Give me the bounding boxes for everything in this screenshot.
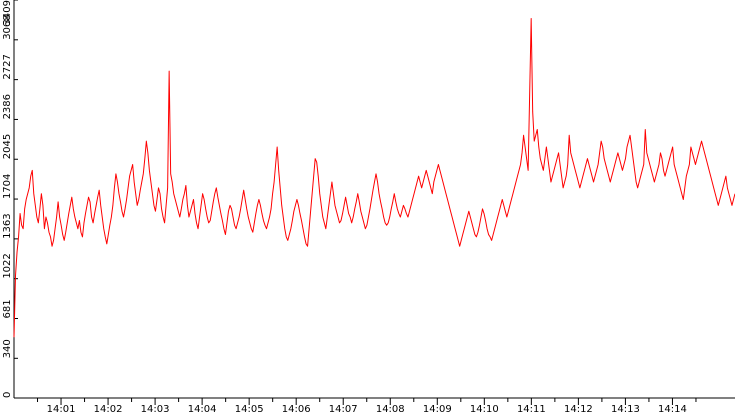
x-tick-label: 14:07: [329, 404, 358, 415]
x-tick-label: 14:14: [658, 404, 687, 415]
x-tick-label: 14:11: [517, 404, 546, 415]
x-tick-label: 14:12: [564, 404, 593, 415]
series-line-0: [13, 18, 735, 338]
x-tick-label: 14:05: [235, 404, 264, 415]
x-axis-ticks: 14:01 14:02 14:03 14:04 14:05 14:06 14:07 14:08…: [37, 398, 697, 415]
x-tick-label: 14:09: [423, 404, 452, 415]
y-tick-label: 681: [2, 299, 13, 318]
y-tick-label: 1022: [2, 253, 13, 278]
y-tick-label: 3409: [2, 0, 13, 25]
y-tick-label: 1363: [2, 213, 13, 238]
y-tick-label: 0: [2, 392, 13, 398]
x-tick-label: 14:13: [611, 404, 640, 415]
x-tick-label: 14:06: [282, 404, 311, 415]
x-tick-label: 14:08: [376, 404, 405, 415]
series-layer: [13, 18, 735, 338]
x-tick-label: 14:01: [47, 404, 76, 415]
y-tick-label: 340: [2, 339, 13, 358]
axes: [13, 0, 735, 399]
x-tick-label: 14:02: [94, 404, 123, 415]
y-tick-label: 2727: [2, 54, 13, 79]
x-tick-label: 14:10: [470, 404, 499, 415]
y-tick-label: 3068: [2, 14, 13, 39]
x-tick-label: 14:04: [188, 404, 217, 415]
y-tick-label: 1704: [2, 174, 13, 199]
y-tick-label: 2045: [2, 134, 13, 159]
y-tick-label: 2386: [2, 94, 13, 119]
x-tick-label: 14:03: [141, 404, 170, 415]
